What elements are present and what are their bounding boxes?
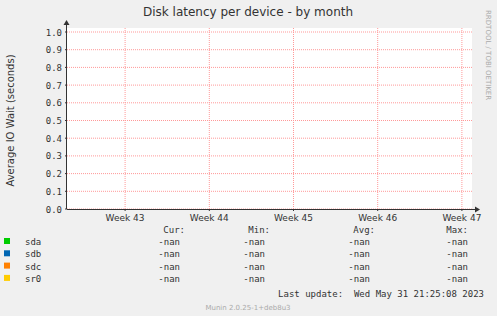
legend-swatch: [4, 250, 10, 256]
legend-header: Min:: [248, 225, 270, 235]
y-grid-line: [67, 102, 472, 103]
x-grid-line: [377, 28, 378, 209]
legend-stat: -nan: [158, 237, 180, 247]
y-grid-line: [67, 155, 472, 156]
y-grid-line: [67, 191, 472, 192]
x-grid-line: [209, 28, 210, 209]
y-tick-label: 0.8: [46, 63, 62, 73]
legend-stat: -nan: [348, 274, 370, 284]
legend-stat: -nan: [348, 262, 370, 272]
legend-header: Max:: [446, 225, 468, 235]
legend-stat: -nan: [158, 274, 180, 284]
legend-swatch: [4, 275, 10, 281]
legend-stat: -nan: [243, 237, 265, 247]
legend-stat: -nan: [446, 249, 468, 259]
legend-stat: -nan: [446, 274, 468, 284]
footer: Munin 2.0.25-1+deb8u3: [205, 304, 290, 312]
legend-stat: -nan: [243, 274, 265, 284]
legend-stat: -nan: [158, 249, 180, 259]
y-tick-label: 1.0: [46, 28, 62, 38]
y-tick-label: 0.0: [46, 205, 62, 215]
y-grid-line: [67, 85, 472, 86]
legend-header: Cur:: [163, 225, 185, 235]
y-grid-line: [67, 138, 472, 139]
legend-swatch: [4, 263, 10, 269]
legend-stat: -nan: [446, 262, 468, 272]
legend-stat: -nan: [348, 237, 370, 247]
legend-stat: -nan: [446, 237, 468, 247]
x-axis: [67, 209, 476, 210]
y-grid-line: [67, 173, 472, 174]
last-update: Last update: Wed May 31 21:25:08 2023: [278, 289, 484, 299]
y-tick-label: 0.1: [46, 187, 62, 197]
x-axis-arrow: [475, 207, 480, 213]
y-grid-line: [67, 67, 472, 68]
x-tick-label: Week 46: [358, 213, 397, 223]
x-grid-line: [293, 28, 294, 209]
legend-header: Avg:: [353, 225, 375, 235]
legend-label: sdc: [25, 262, 41, 272]
x-tick-label: Week 43: [106, 213, 145, 223]
legend-stat: -nan: [243, 249, 265, 259]
legend-swatch: [4, 238, 10, 244]
legend-stat: -nan: [348, 249, 370, 259]
title: Disk latency per device - by month: [143, 5, 353, 19]
side-label: RRDTOOL / TOBI OETIKER: [484, 10, 492, 100]
y-tick-label: 0.7: [46, 81, 62, 91]
chart: Disk latency per device - by month RRDTOO…: [0, 0, 497, 316]
legend-label: sr0: [25, 274, 41, 284]
y-tick-label: 0.4: [46, 134, 62, 144]
legend-stat: -nan: [158, 262, 180, 272]
x-tick-label: Week 45: [274, 213, 313, 223]
y-grid-line: [67, 120, 472, 121]
background: [0, 0, 497, 316]
x-grid-line: [125, 28, 126, 209]
y-tick-label: 0.3: [46, 151, 62, 161]
y-tick-label: 0.9: [46, 45, 62, 55]
legend-label: sda: [25, 237, 41, 247]
legend-stat: -nan: [243, 262, 265, 272]
x-grid-line: [461, 28, 462, 209]
y-axis-label: Average IO Wait (seconds): [5, 54, 16, 186]
y-tick-label: 0.6: [46, 98, 62, 108]
y-grid-line: [67, 32, 472, 33]
y-axis: [66, 24, 67, 209]
x-tick-label: Week 47: [442, 213, 481, 223]
y-grid-line: [67, 49, 472, 50]
x-tick-label: Week 44: [190, 213, 229, 223]
plot-area: [67, 28, 472, 209]
y-tick-label: 0.5: [46, 116, 62, 126]
legend-label: sdb: [25, 249, 41, 259]
y-axis-arrow: [64, 20, 70, 25]
y-tick-label: 0.2: [46, 169, 62, 179]
